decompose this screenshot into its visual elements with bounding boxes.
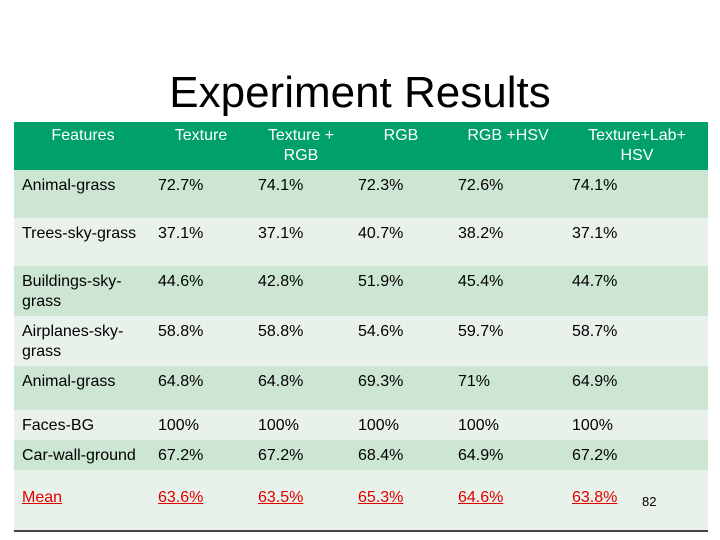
table-cell: 59.7% xyxy=(458,323,504,340)
table-cell: 64.9% xyxy=(458,447,504,464)
table-row: Animal-grass 64.8% 64.8% 69.3% 71% 64.9% xyxy=(14,366,708,410)
table-cell: 37.1% xyxy=(572,225,618,242)
table-cell: 100% xyxy=(572,417,613,434)
table-cell: Buildings-sky-grass xyxy=(22,273,122,310)
table-row: Features Texture Texture + RGB RGB RGB +HSV T… xyxy=(14,122,708,170)
table-row: Airplanes-sky-grass 58.8% 58.8% 54.6% 59.7% 5… xyxy=(14,316,708,366)
table-cell: Texture xyxy=(174,127,228,144)
table-cell: 67.2% xyxy=(258,447,304,464)
table-cell: Animal-grass xyxy=(22,373,116,390)
table-cell: Trees-sky-grass xyxy=(22,225,137,242)
slide-title: Experiment Results xyxy=(169,68,551,117)
table-cell: 45.4% xyxy=(458,273,504,290)
table-cell: 72.3% xyxy=(358,177,404,194)
table-cell: Texture + RGB xyxy=(267,127,335,164)
table-cell: 64.9% xyxy=(572,373,618,390)
table-cell: 100% xyxy=(158,417,199,434)
table-cell: Features xyxy=(51,127,115,144)
table-cell: 100% xyxy=(358,417,399,434)
table-cell: 40.7% xyxy=(358,225,404,242)
table-cell: Texture+Lab+ HSV xyxy=(588,127,686,164)
table-cell: 63.8% xyxy=(572,489,618,506)
table-cell: 64.8% xyxy=(258,373,304,390)
table-row: Buildings-sky-grass 44.6% 42.8% 51.9% 45.4% 4… xyxy=(14,266,708,316)
table-cell: 69.3% xyxy=(358,373,404,390)
table-cell: RGB xyxy=(383,127,419,144)
table-cell: 44.7% xyxy=(572,273,618,290)
table-cell: 37.1% xyxy=(258,225,304,242)
table-cell: 100% xyxy=(258,417,299,434)
table-cell: 58.8% xyxy=(158,323,204,340)
table-cell: 58.7% xyxy=(572,323,618,340)
table-cell: 65.3% xyxy=(358,489,404,506)
table-cell: RGB +HSV xyxy=(467,127,549,144)
table-row: Car-wall-ground 67.2% 67.2% 68.4% 64.9% 67.2% xyxy=(14,440,708,470)
table-cell: 67.2% xyxy=(572,447,618,464)
table-cell: 100% xyxy=(458,417,499,434)
table-cell: 63.6% xyxy=(158,489,204,506)
table-cell: 44.6% xyxy=(158,273,204,290)
table-cell: 72.6% xyxy=(458,177,504,194)
table-cell: 63.5% xyxy=(258,489,304,506)
table-cell: 37.1% xyxy=(158,225,204,242)
table-cell: Faces-BG xyxy=(22,417,95,434)
table-cell: 64.8% xyxy=(158,373,204,390)
table-cell: 42.8% xyxy=(258,273,304,290)
table-cell: 51.9% xyxy=(358,273,404,290)
table-cell: 38.2% xyxy=(458,225,504,242)
table-cell: 64.6% xyxy=(458,489,504,506)
table-cell: Airplanes-sky-grass xyxy=(22,323,124,360)
table-row: Animal-grass 72.7% 74.1% 72.3% 72.6% 74.1% xyxy=(14,170,708,218)
table-cell: 74.1% xyxy=(258,177,304,194)
table-cell: 72.7% xyxy=(158,177,204,194)
table-cell: 68.4% xyxy=(358,447,404,464)
table-cell: 54.6% xyxy=(358,323,404,340)
page-number: 82 xyxy=(642,494,657,509)
table-row: Trees-sky-grass 37.1% 37.1% 40.7% 38.2% 37.1% xyxy=(14,218,708,266)
table-cell: 74.1% xyxy=(572,177,618,194)
table-cell: 58.8% xyxy=(258,323,304,340)
table-cell: 67.2% xyxy=(158,447,204,464)
table-row: Faces-BG 100% 100% 100% 100% 100% xyxy=(14,410,708,440)
table-cell: 71% xyxy=(458,373,491,390)
table-cell: Animal-grass xyxy=(22,177,116,194)
table-cell: Car-wall-ground xyxy=(22,447,136,464)
table-row: Mean 63.6% 63.5% 65.3% 64.6% 63.8% xyxy=(14,470,708,532)
results-table: Features Texture Texture + RGB RGB RGB +HSV T… xyxy=(14,122,708,532)
table-cell: Mean xyxy=(22,489,63,506)
